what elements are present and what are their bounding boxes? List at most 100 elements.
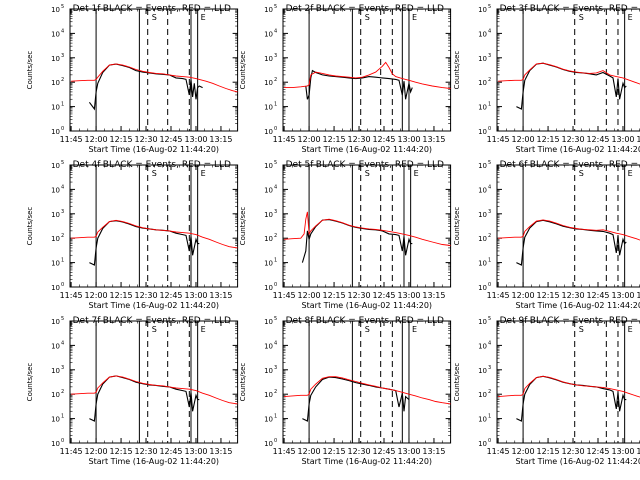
y-tick-exponent: 2: [274, 389, 277, 395]
events-series-line: [301, 219, 413, 263]
x-axis-label: Start Time (16-Aug-02 11:44:20): [516, 301, 640, 310]
y-tick-exponent: 5: [488, 316, 491, 322]
y-axis-label: Counts/sec: [26, 363, 34, 402]
x-tick-label: 12:30: [348, 447, 371, 456]
y-tick-exponent: 0: [274, 282, 277, 288]
y-tick-exponent: 4: [61, 340, 64, 346]
lld-series-line: [498, 62, 640, 85]
y-tick-label: 10: [51, 211, 60, 219]
y-tick-exponent: 3: [274, 365, 277, 371]
detector-panel-3: Det 3f-BLACK = Events, RED = LLD10010110…: [453, 4, 640, 154]
x-tick-label: 13:00: [611, 447, 634, 456]
x-tick-label: 11:45: [60, 135, 83, 144]
x-tick-label: 12:45: [159, 291, 182, 300]
y-tick-label: 10: [264, 30, 273, 38]
y-tick-exponent: 1: [61, 414, 64, 420]
y-tick-label: 10: [264, 391, 273, 399]
plot-frame: [496, 164, 640, 288]
x-tick-label: 13:00: [611, 135, 634, 144]
x-tick-label: 11:45: [273, 135, 296, 144]
x-tick-label: 12:30: [562, 135, 585, 144]
lld-series-line: [284, 61, 451, 89]
end-marker: E: [201, 13, 206, 22]
y-tick-exponent: 3: [488, 365, 491, 371]
x-tick-label: 12:15: [537, 135, 560, 144]
x-tick-label: 13:15: [209, 135, 232, 144]
lld-series-line: [284, 376, 451, 405]
x-tick-label: 12:45: [372, 135, 395, 144]
y-tick-label: 10: [51, 367, 60, 375]
y-tick-exponent: 3: [61, 209, 64, 215]
x-tick-label: 12:00: [298, 135, 321, 144]
x-axis-label: Start Time (16-Aug-02 11:44:20): [302, 457, 433, 466]
y-tick-exponent: 4: [488, 28, 491, 34]
y-tick-label: 10: [478, 79, 487, 87]
y-tick-exponent: 1: [274, 258, 277, 264]
y-tick-exponent: 5: [61, 160, 64, 166]
x-tick-label: 12:30: [348, 135, 371, 144]
y-tick-label: 10: [264, 55, 273, 63]
x-tick-label: 11:45: [273, 291, 296, 300]
y-tick-exponent: 5: [274, 4, 277, 10]
lld-series-line: [71, 219, 238, 249]
y-tick-label: 10: [51, 235, 60, 243]
y-tick-exponent: 1: [274, 102, 277, 108]
x-tick-label: 11:45: [487, 135, 510, 144]
y-tick-exponent: 3: [488, 209, 491, 215]
x-tick-label: 12:45: [586, 291, 609, 300]
plot-frame: [496, 320, 640, 444]
plot-frame: [69, 320, 239, 444]
x-tick-label: 11:45: [60, 291, 83, 300]
x-tick-label: 12:45: [372, 447, 395, 456]
y-tick-exponent: 3: [488, 53, 491, 59]
x-tick-label: 12:30: [135, 291, 158, 300]
y-tick-exponent: 4: [61, 28, 64, 34]
y-tick-label: 10: [478, 186, 487, 194]
x-tick-label: 12:30: [135, 135, 158, 144]
end-marker: E: [628, 169, 633, 178]
x-tick-label: 13:00: [397, 291, 420, 300]
y-tick-exponent: 2: [488, 389, 491, 395]
x-tick-label: 13:15: [209, 291, 232, 300]
y-tick-exponent: 2: [61, 77, 64, 83]
y-tick-exponent: 2: [488, 233, 491, 239]
events-series-line: [89, 375, 200, 422]
y-tick-label: 10: [478, 416, 487, 424]
y-tick-exponent: 0: [274, 126, 277, 132]
x-tick-label: 12:30: [562, 291, 585, 300]
y-tick-label: 10: [478, 318, 487, 326]
x-tick-label: 12:15: [323, 291, 346, 300]
start-marker: S: [579, 325, 584, 334]
y-tick-exponent: 4: [488, 340, 491, 346]
y-axis-label: Counts/sec: [453, 51, 461, 90]
y-tick-label: 10: [264, 235, 273, 243]
y-tick-label: 10: [264, 318, 273, 326]
y-tick-exponent: 4: [274, 184, 277, 190]
y-tick-exponent: 2: [274, 233, 277, 239]
y-tick-label: 10: [264, 416, 273, 424]
y-axis-label: Counts/sec: [26, 51, 34, 90]
x-tick-label: 13:00: [184, 291, 207, 300]
plot-frame: [69, 164, 239, 288]
start-marker: S: [152, 13, 157, 22]
y-tick-label: 10: [51, 342, 60, 350]
y-tick-exponent: 0: [488, 438, 491, 444]
plot-frame: [282, 164, 452, 288]
y-tick-label: 10: [478, 55, 487, 63]
plot-frame: [282, 320, 452, 444]
y-tick-label: 10: [478, 367, 487, 375]
y-tick-label: 10: [264, 367, 273, 375]
start-marker: S: [579, 169, 584, 178]
y-tick-label: 10: [264, 6, 273, 14]
y-tick-exponent: 0: [488, 126, 491, 132]
plot-frame: [496, 8, 640, 132]
x-tick-label: 13:00: [611, 291, 634, 300]
y-tick-exponent: 0: [488, 282, 491, 288]
y-tick-label: 10: [264, 79, 273, 87]
y-tick-label: 10: [51, 128, 60, 136]
lld-series-line: [71, 375, 238, 405]
y-tick-label: 10: [478, 30, 487, 38]
